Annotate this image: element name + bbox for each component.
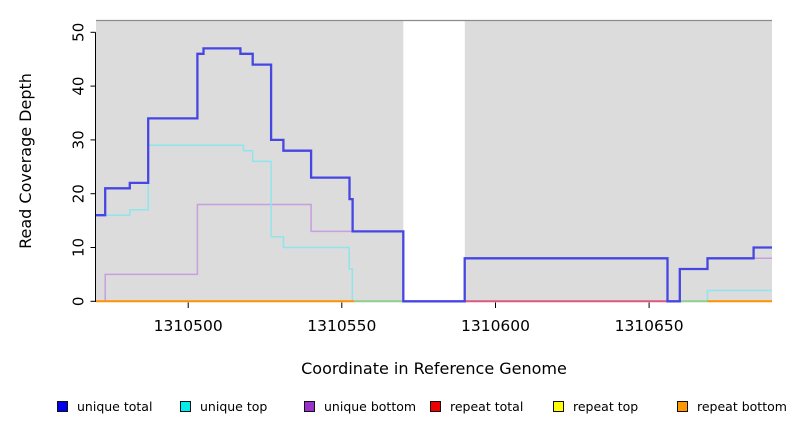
- series-line-unique-total: [96, 47, 772, 303]
- y-tick-label: 50: [70, 23, 88, 42]
- legend-swatch-icon: [57, 400, 68, 412]
- legend-entry-repeat-bottom: repeat bottom: [677, 398, 787, 414]
- legend-entry-unique-total: unique total: [57, 398, 152, 414]
- legend-label: unique bottom: [324, 398, 417, 414]
- legend-entry-unique-bottom: unique bottom: [304, 398, 416, 414]
- x-axis-title: Coordinate in Reference Genome: [301, 359, 567, 378]
- series-line-unique-top: [96, 144, 772, 303]
- y-axis-title: Read Coverage Depth: [16, 73, 35, 249]
- y-tick-label: 40: [70, 77, 88, 96]
- legend-label: unique total: [77, 398, 153, 414]
- legend-swatch-icon: [180, 400, 191, 412]
- legend-swatch-icon: [304, 400, 315, 412]
- legend-entry-unique-top: unique top: [180, 398, 267, 414]
- legend-label: repeat top: [573, 398, 639, 414]
- x-tick-label: 1310650: [615, 317, 684, 335]
- y-tick-label: 20: [70, 184, 88, 203]
- y-tick-label: 0: [70, 297, 88, 307]
- legend-label: unique top: [200, 398, 268, 414]
- y-tick-label: 10: [70, 238, 88, 257]
- x-tick-label: 1310600: [461, 317, 530, 335]
- legend-entry-repeat-total: repeat total: [430, 398, 523, 414]
- plot-generated-content: 0 10 20 30 40 50 1310500 1310550 1310600 1310650: [70, 19, 772, 335]
- legend-label: repeat bottom: [697, 398, 787, 414]
- y-tick-label: 30: [70, 130, 88, 149]
- legend-swatch-icon: [677, 400, 688, 412]
- legend-swatch-icon: [553, 400, 564, 412]
- coverage-gap-band: [403, 21, 465, 302]
- legend-label: repeat total: [450, 398, 524, 414]
- legend-swatch-icon: [430, 400, 441, 412]
- legend: unique total unique top unique bottom repea…: [0, 398, 792, 418]
- legend-entry-repeat-top: repeat top: [553, 398, 638, 414]
- x-tick-label: 1310550: [307, 317, 376, 335]
- x-tick-label: 1310500: [154, 317, 223, 335]
